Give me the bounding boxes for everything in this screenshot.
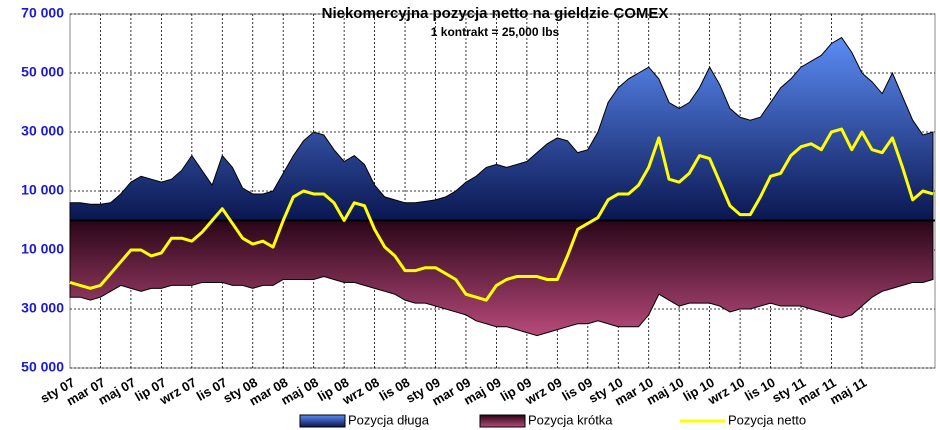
legend-label: Pozycja długa (348, 412, 430, 427)
chart-subtitle: 1 kontrakt = 25,000 lbs (431, 25, 560, 39)
y-tick-label: 70 000 (21, 5, 64, 21)
y-tick-label: 10 000 (21, 182, 64, 198)
chart-title: Niekomercyjna pozycja netto na gieldzie … (322, 5, 669, 22)
legend-swatch (479, 414, 526, 428)
area (69, 220, 934, 337)
y-tick-label: 50 000 (21, 359, 64, 375)
legend-label: Pozycja krótka (528, 412, 613, 427)
y-tick-label: 10 000 (21, 241, 64, 257)
y-tick-label: 30 000 (21, 300, 64, 316)
y-tick-label: 50 000 (21, 64, 64, 80)
legend-label: Pozycja netto (728, 412, 806, 427)
line (69, 127, 934, 302)
y-tick-label: 30 000 (21, 123, 64, 139)
legend-swatch (299, 414, 346, 428)
